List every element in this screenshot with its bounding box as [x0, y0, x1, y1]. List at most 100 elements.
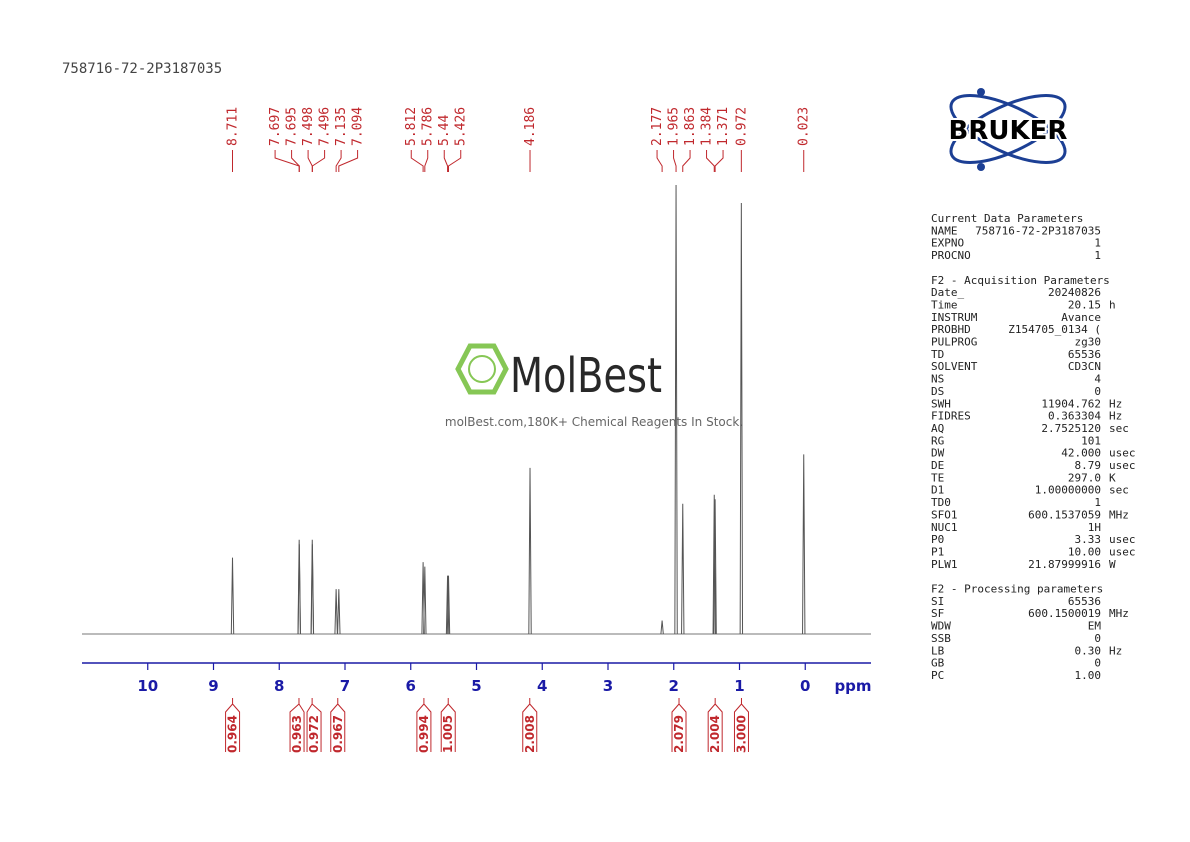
logo-orbit	[949, 94, 1067, 164]
logo-dot	[977, 163, 985, 171]
integral-bracket	[733, 698, 749, 752]
parameter-unit: h	[1109, 298, 1116, 311]
parameter-key: LB	[931, 644, 945, 657]
parameter-value: 11904.762	[1041, 397, 1101, 410]
parameter-unit: usec	[1109, 533, 1136, 546]
integral-bracket	[306, 698, 322, 752]
parameter-value: CD3CN	[1068, 360, 1101, 373]
parameter-key: SFO1	[931, 508, 958, 521]
peak-label: 7.496	[318, 107, 333, 146]
parameter-value: 8.79	[1075, 459, 1102, 472]
x-tick-label: 6	[406, 677, 416, 695]
integral-bracket	[416, 698, 432, 752]
parameter-unit: sec	[1109, 422, 1129, 435]
parameter-key: NS	[931, 373, 944, 386]
parameter-key: SSB	[931, 632, 951, 645]
parameter-value: 4	[1094, 373, 1101, 386]
x-tick-label: 2	[669, 677, 679, 695]
peak	[674, 184, 678, 635]
parameter-value: 1.00	[1075, 669, 1102, 682]
parameter-value: 21.87999916	[1028, 558, 1101, 571]
integral-label: 0.994	[417, 715, 431, 753]
x-tick-label: 8	[274, 677, 284, 695]
parameter-value: Z154705_0134 (	[1008, 323, 1101, 336]
bruker-logo: BRUKER	[947, 88, 1069, 171]
parameter-unit: W	[1109, 558, 1116, 571]
parameter-value: 1H	[1088, 521, 1101, 534]
peak	[423, 566, 427, 635]
parameter-key: Time	[931, 298, 958, 311]
parameter-key: Date_	[931, 286, 964, 299]
sample-title: 758716-72-2P3187035	[62, 61, 222, 77]
parameter-key: SF	[931, 607, 944, 620]
parameter-key: TD0	[931, 496, 951, 509]
parameter-unit: MHz	[1109, 508, 1129, 521]
x-tick-label: 3	[603, 677, 613, 695]
x-tick-label: 1	[734, 677, 744, 695]
integral-label: 0.964	[226, 715, 240, 753]
peak-label: 1.384	[700, 107, 715, 146]
integral-label: 0.972	[307, 715, 321, 753]
logo-dot	[977, 88, 985, 96]
parameter-section-title: F2 - Acquisition Parameters	[931, 274, 1110, 287]
peak-label: 1.863	[683, 107, 698, 146]
peak-label-leader	[311, 150, 326, 172]
parameter-key: PROCNO	[931, 249, 971, 262]
parameter-value: 0.363304	[1048, 410, 1101, 423]
x-tick-label: 9	[208, 677, 218, 695]
x-tick-label: 7	[340, 677, 350, 695]
parameter-value: zg30	[1075, 336, 1102, 349]
parameter-key: RG	[931, 434, 944, 447]
peak-label: 0.972	[734, 107, 749, 146]
parameter-key: TD	[931, 348, 944, 361]
parameter-unit: usec	[1109, 447, 1136, 460]
peak-label-leader	[443, 150, 449, 172]
peak-label: 7.498	[301, 107, 316, 146]
parameter-key: INSTRUM	[931, 311, 978, 324]
parameter-unit: usec	[1109, 459, 1136, 472]
parameter-value: Avance	[1061, 311, 1101, 324]
watermark: MolBest molBest.com,180K+ Chemical Reage…	[445, 343, 743, 429]
integral-label: 1.005	[441, 715, 455, 753]
parameter-section-title: F2 - Processing parameters	[931, 583, 1103, 596]
parameter-value: 1	[1094, 249, 1101, 262]
peak-label: 7.135	[334, 107, 349, 146]
parameter-value: 1.00000000	[1035, 484, 1101, 497]
peak-label: 2.177	[650, 107, 665, 146]
parameter-key: NAME	[931, 224, 958, 237]
parameter-value: 0	[1094, 632, 1101, 645]
peak	[528, 467, 532, 635]
parameter-unit: usec	[1109, 545, 1136, 558]
parameter-key: DS	[931, 385, 944, 398]
parameter-key: FIDRES	[931, 410, 971, 423]
integral-label: 2.004	[708, 715, 722, 753]
peak	[334, 589, 338, 635]
peak-label-leader	[291, 150, 300, 172]
peak	[681, 503, 685, 635]
parameter-key: SOLVENT	[931, 360, 978, 373]
x-axis-label: ppm	[834, 677, 871, 695]
peak-label: 7.697	[268, 107, 283, 146]
parameter-value: 1	[1094, 237, 1101, 250]
peak-label-leader	[706, 150, 715, 172]
parameter-value: 0	[1094, 385, 1101, 398]
integral-label: 2.079	[672, 715, 686, 753]
integral-bracket	[707, 698, 723, 752]
watermark-tagline: molBest.com,180K+ Chemical Reagents In S…	[445, 415, 743, 429]
integral-label: 0.967	[331, 715, 345, 753]
peak	[739, 202, 744, 635]
parameter-key: AQ	[931, 422, 944, 435]
peak	[446, 575, 451, 635]
parameter-key: NUC1	[931, 521, 958, 534]
parameter-value: 0.30	[1075, 644, 1102, 657]
integral-label: 3.000	[734, 715, 748, 753]
peak-label: 7.695	[285, 107, 300, 146]
parameter-key: D1	[931, 484, 944, 497]
logo-orbit	[949, 94, 1067, 164]
parameter-value: 0	[1094, 657, 1101, 670]
peak-label-leader	[714, 150, 724, 172]
integral-bracket	[440, 698, 456, 752]
integral-bracket	[671, 698, 687, 752]
peak-label-leader	[424, 150, 429, 172]
